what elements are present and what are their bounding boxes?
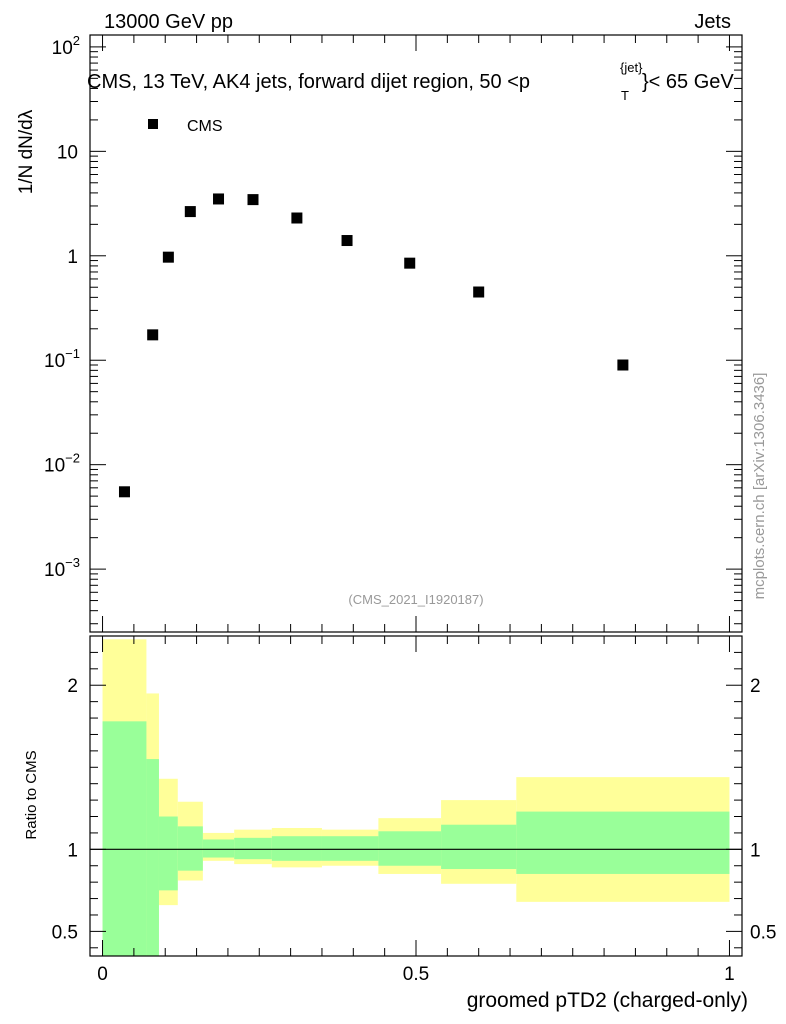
main-ytick-label: 1 bbox=[67, 247, 78, 268]
plot-title-sub: T bbox=[621, 88, 629, 103]
plot-title-main: CMS, 13 TeV, AK4 jets, forward dijet reg… bbox=[87, 71, 530, 93]
ratio-band-green bbox=[516, 811, 730, 874]
xlabel: groomed pTD2 (charged-only) bbox=[467, 989, 748, 1012]
energy-label: 13000 GeV pp bbox=[104, 11, 233, 33]
data-point bbox=[404, 257, 416, 269]
category-label: Jets bbox=[694, 11, 731, 33]
ratio-band-green bbox=[177, 826, 203, 871]
data-point bbox=[213, 193, 225, 205]
ratio-ytick-label: 1 bbox=[67, 840, 78, 861]
xtick-label: 1 bbox=[724, 964, 735, 985]
ratio-ytick-label: 2 bbox=[67, 676, 78, 697]
ratio-ytick-label-right: 0.5 bbox=[750, 922, 776, 943]
data-point bbox=[341, 235, 353, 247]
data-point bbox=[118, 486, 130, 498]
ratio-band-green bbox=[102, 721, 147, 956]
ratio-ytick-label-right: 1 bbox=[750, 840, 761, 861]
legend-entry-cms: CMS bbox=[187, 118, 223, 135]
data-point bbox=[184, 206, 196, 218]
main-ytick-label: 10 bbox=[57, 142, 78, 163]
data-point bbox=[147, 329, 159, 341]
ratio-panel: 2 2 1 1 0.5 0.5 0 0.5 1 bbox=[52, 635, 776, 985]
ratio-band-green bbox=[202, 839, 235, 858]
main-ticks: 102 10 1 10−1 10−2 10−3 bbox=[44, 33, 742, 632]
main-ytick-label: 10−1 bbox=[44, 346, 80, 372]
data-point bbox=[247, 194, 259, 206]
ratio-band-green bbox=[234, 837, 272, 860]
data-point bbox=[617, 359, 629, 371]
data-point bbox=[473, 286, 485, 298]
ratio-band-green bbox=[378, 831, 442, 866]
main-ytick-label: 10−2 bbox=[44, 451, 80, 477]
legend: CMS bbox=[148, 118, 223, 135]
plot-title-end: }< 65 GeV bbox=[642, 71, 734, 93]
ratio-band-green bbox=[271, 836, 322, 861]
main-ylabel: 1/N dN/dλ bbox=[16, 109, 37, 194]
ratio-band-green bbox=[321, 836, 379, 861]
plot-title-sup: {jet} bbox=[620, 60, 643, 75]
side-label: mcplots.cern.ch [arXiv:1306.3436] bbox=[751, 373, 768, 600]
ratio-ticks: 2 2 1 1 0.5 0.5 0 0.5 1 bbox=[52, 636, 776, 985]
main-ytick-label: 10−3 bbox=[44, 555, 80, 581]
plot-title: CMS, 13 TeV, AK4 jets, forward dijet reg… bbox=[87, 60, 734, 103]
ratio-band-green bbox=[146, 759, 159, 956]
data-point bbox=[162, 251, 174, 263]
main-points bbox=[118, 193, 629, 498]
data-point bbox=[291, 212, 303, 224]
ratio-ylabel: Ratio to CMS bbox=[23, 750, 40, 839]
xtick-label: 0 bbox=[97, 964, 108, 985]
main-ylabel-text: 1/N dN/dλ bbox=[16, 109, 37, 194]
ratio-band-green bbox=[158, 816, 178, 891]
ratio-ytick-label: 0.5 bbox=[52, 922, 78, 943]
analysis-id: (CMS_2021_I1920187) bbox=[348, 592, 483, 607]
main-panel: 102 10 1 10−1 10−2 10−3 bbox=[44, 33, 743, 633]
ratio-band-green bbox=[441, 824, 517, 870]
ratio-bands bbox=[102, 639, 730, 956]
xtick-label: 0.5 bbox=[403, 964, 429, 985]
main-ytick-label: 102 bbox=[52, 33, 80, 59]
legend-marker bbox=[148, 119, 158, 129]
ratio-ytick-label-right: 2 bbox=[750, 676, 761, 697]
